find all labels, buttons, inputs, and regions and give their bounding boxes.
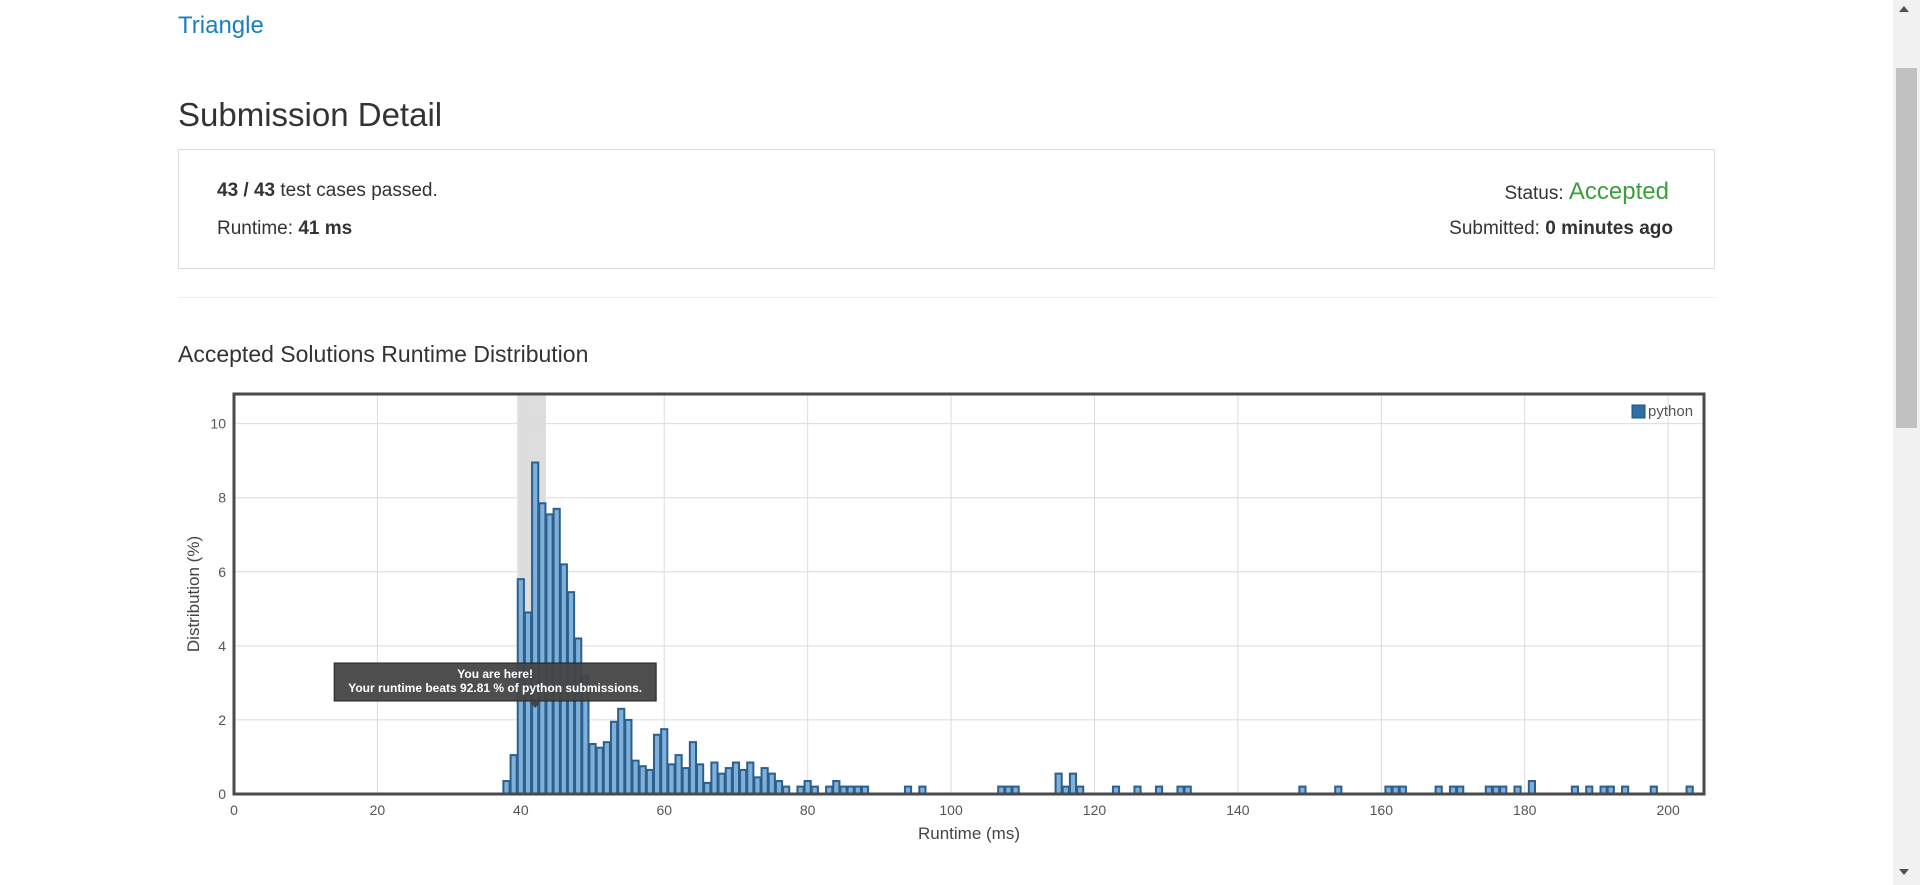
scroll-down-arrow-icon[interactable] <box>1899 869 1909 875</box>
test-cases-suffix: test cases passed. <box>275 180 438 201</box>
runtime-summary: Runtime: 41 ms <box>217 218 352 240</box>
chart-bar[interactable] <box>588 743 597 795</box>
legend-swatch <box>1631 404 1646 419</box>
chart-bar[interactable] <box>774 780 784 796</box>
chart-bar[interactable] <box>652 733 662 795</box>
scroll-up-arrow-icon[interactable] <box>1899 6 1909 12</box>
chart-bar[interactable] <box>545 513 554 795</box>
y-tick-label: 8 <box>218 490 226 506</box>
divider <box>178 297 1715 298</box>
scrollbar-thumb[interactable] <box>1896 68 1917 428</box>
runtime-label: Runtime: <box>217 218 299 239</box>
legend-label: python <box>1648 403 1693 420</box>
chart-bar[interactable] <box>638 765 647 796</box>
chart-bar[interactable] <box>710 761 719 795</box>
chart-bar[interactable] <box>645 768 654 795</box>
chart-bar[interactable] <box>617 707 626 796</box>
chart-bar[interactable] <box>538 502 547 795</box>
chart-heading: Accepted Solutions Runtime Distribution <box>178 341 589 367</box>
y-tick-label: 2 <box>218 712 226 728</box>
chart-bar[interactable] <box>523 611 533 795</box>
x-tick-label: 60 <box>656 802 672 818</box>
y-tick-label: 6 <box>218 564 226 580</box>
chart-bar[interactable] <box>631 759 640 796</box>
x-tick-label: 100 <box>939 802 963 818</box>
chart-bar[interactable] <box>1054 772 1063 796</box>
plot-frame <box>232 392 1706 796</box>
chart-bar[interactable] <box>717 772 726 796</box>
submitted-value: 0 minutes ago <box>1545 218 1673 239</box>
x-tick-label: 20 <box>370 802 386 818</box>
chart-bar[interactable] <box>696 763 705 795</box>
chart-bar[interactable] <box>1527 780 1536 796</box>
chart-bar[interactable] <box>674 754 683 795</box>
submission-detail-box: 43 / 43 test cases passed. Runtime: 41 m… <box>178 149 1715 269</box>
chart-bar[interactable] <box>753 776 762 795</box>
x-axis-title: Runtime (ms) <box>918 824 1020 843</box>
chart-bar[interactable] <box>531 461 540 795</box>
chart-bar[interactable] <box>667 763 676 795</box>
chart-bar[interactable] <box>595 746 604 795</box>
status-summary: Status: Accepted <box>1505 178 1670 206</box>
x-tick-label: 0 <box>230 802 238 818</box>
status-label: Status: <box>1504 183 1569 204</box>
chart-bar[interactable] <box>552 507 561 795</box>
chart-bar[interactable] <box>688 741 698 795</box>
chart-bar[interactable] <box>509 754 518 795</box>
chart-bar[interactable] <box>574 637 583 796</box>
submitted-summary: Submitted: 0 minutes ago <box>1449 218 1673 240</box>
x-tick-label: 200 <box>1656 802 1680 818</box>
chart-bar[interactable] <box>832 780 841 796</box>
tooltip-box <box>333 662 657 702</box>
chart-bar[interactable] <box>803 780 812 796</box>
test-cases-count: 43 / 43 <box>217 180 276 201</box>
chart-bar[interactable] <box>602 741 611 795</box>
tooltip-pointer <box>529 701 542 708</box>
tooltip-text: Your runtime beats 92.81 % of python sub… <box>348 681 642 695</box>
test-cases-summary: 43 / 43 test cases passed. <box>217 180 438 202</box>
y-axis-title: Distribution (%) <box>184 536 203 652</box>
x-tick-label: 40 <box>513 802 529 818</box>
x-tick-label: 160 <box>1370 802 1394 818</box>
chart-bar[interactable] <box>739 768 748 795</box>
x-tick-label: 80 <box>800 802 816 818</box>
chart-bar[interactable] <box>609 720 619 795</box>
y-tick-label: 10 <box>210 416 226 432</box>
y-tick-label: 0 <box>218 786 226 802</box>
chart-bar[interactable] <box>502 780 511 796</box>
chart-bar[interactable] <box>724 767 733 796</box>
y-tick-label: 4 <box>218 638 226 654</box>
chart-bar[interactable] <box>681 767 690 796</box>
problem-link[interactable]: Triangle <box>178 12 264 39</box>
chart-bar[interactable] <box>746 761 755 795</box>
chart-bar[interactable] <box>731 761 741 795</box>
chart-bar[interactable] <box>660 728 669 795</box>
x-tick-label: 140 <box>1226 802 1250 818</box>
chart-bar[interactable] <box>703 781 712 796</box>
tooltip-title: You are here! <box>457 667 533 681</box>
submitted-label: Submitted: <box>1449 218 1546 239</box>
status-accepted[interactable]: Accepted <box>1568 178 1669 205</box>
page-title: Submission Detail <box>178 96 443 133</box>
runtime-value: 41 ms <box>298 218 353 239</box>
chart-bar[interactable] <box>760 767 769 796</box>
x-tick-label: 180 <box>1513 802 1537 818</box>
chart-bar[interactable] <box>767 772 776 796</box>
x-tick-label: 120 <box>1083 802 1107 818</box>
chart-bar[interactable] <box>624 718 633 795</box>
chart-bar[interactable] <box>1068 772 1078 796</box>
